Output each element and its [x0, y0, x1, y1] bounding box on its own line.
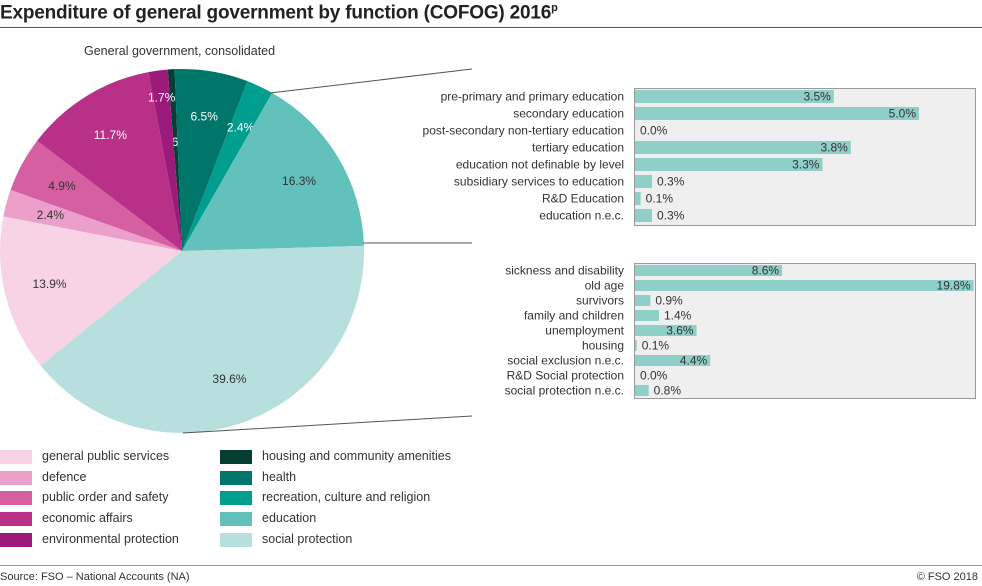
chart-title: Expenditure of general government by fun…: [0, 2, 558, 24]
copyright: © FSO 2018: [916, 571, 978, 583]
bar-category-label: post-secondary non-tertiary education: [423, 124, 624, 138]
legend-swatch: [220, 491, 252, 506]
pie-slice-recreation-culture-and-religion: [182, 81, 273, 251]
bar-category-label: R&D Social protection: [507, 369, 624, 383]
pie-slice-general-public-services: [0, 216, 182, 366]
bar-category-label: old age: [585, 279, 625, 293]
pie-label: 39.6%: [212, 372, 246, 386]
legend-swatch: [220, 470, 252, 485]
source-note: Source: FSO – National Accounts (NA): [0, 571, 190, 583]
legend-label: environmental protection: [42, 531, 179, 546]
pie-slice-defence: [3, 189, 182, 251]
legend-swatch: [0, 470, 32, 485]
pie-label: 16.3%: [282, 174, 316, 188]
bar-value-label: 0.9%: [655, 294, 683, 308]
bar: [635, 158, 823, 171]
bar-value-label: 5.0%: [889, 107, 917, 121]
bar-category-label: unemployment: [545, 324, 624, 338]
title-rule: [0, 27, 982, 28]
bar: [635, 355, 711, 366]
bar: [635, 325, 697, 336]
pie-slice-housing-and-community-amenities: [167, 69, 182, 251]
pie-slice-social-protection: [40, 245, 365, 433]
pie-subtitle: General government, consolidated: [84, 44, 276, 58]
bar-category-label: social exclusion n.e.c.: [507, 354, 624, 368]
legend-swatch: [0, 491, 32, 506]
pie-label: 2.4%: [37, 208, 65, 222]
bar-category-label: sickness and disability: [505, 264, 624, 278]
bar-value-label: 0.0%: [640, 124, 668, 138]
bar-category-label: housing: [582, 339, 624, 353]
bar-value-label: 3.5%: [803, 90, 831, 104]
pie-slice-economic-affairs: [37, 72, 182, 251]
bar-value-label: 19.8%: [937, 279, 971, 293]
bar-value-label: 4.4%: [680, 354, 708, 368]
legend-label: health: [262, 469, 297, 484]
bar: [635, 295, 651, 306]
pie-label: 1.7%: [148, 91, 176, 105]
pie-label: 6.5%: [191, 109, 219, 123]
connector-line: [269, 68, 473, 94]
pie-slice-health: [174, 69, 248, 251]
bar: [635, 385, 649, 396]
bar-value-label: 3.8%: [820, 141, 848, 155]
bar-category-label: R&D Education: [542, 192, 624, 206]
bar-value-label: 0.3%: [657, 175, 685, 189]
bar-category-label: family and children: [524, 309, 624, 323]
bar-category-label: education not definable by level: [456, 158, 624, 172]
bar-category-label: tertiary education: [532, 141, 624, 155]
legend-swatch: [0, 450, 32, 464]
legend-label: recreation, culture and religion: [262, 490, 431, 505]
pie-slice-public-order-and-safety: [10, 140, 183, 251]
bar: [635, 141, 851, 154]
bar: [635, 175, 653, 188]
legend-label: education: [262, 511, 317, 526]
legend-swatch: [220, 512, 252, 527]
bar: [635, 265, 783, 276]
bar-category-label: education n.e.c.: [539, 209, 624, 223]
bar-value-label: 0.0%: [640, 369, 668, 383]
bar-value-label: 3.6%: [666, 324, 694, 338]
bar: [635, 340, 637, 351]
bar: [635, 107, 919, 120]
bar-value-label: 0.3%: [657, 209, 685, 223]
pie-label: 11.7%: [94, 128, 127, 142]
pie-label: 4.9%: [48, 179, 76, 193]
pie-label: 2.4%: [227, 121, 255, 135]
bar-category-label: subsidiary services to education: [454, 175, 624, 189]
legend-label: public order and safety: [42, 490, 169, 505]
legend-label: general public services: [42, 449, 170, 463]
legend-swatch: [220, 532, 252, 547]
bar-value-label: 0.1%: [642, 339, 670, 353]
bar: [635, 280, 974, 291]
legend-label: housing and community amenities: [262, 449, 451, 463]
pie-slice-environmental-protection: [148, 69, 182, 252]
bar-category-label: survivors: [576, 294, 624, 308]
legend-label: social protection: [262, 531, 353, 546]
bar: [635, 209, 653, 222]
bar: [635, 192, 641, 205]
bar-value-label: 3.3%: [792, 158, 820, 172]
connector-line: [182, 415, 473, 434]
bar-category-label: secondary education: [513, 107, 624, 121]
legend-label: economic affairs: [42, 511, 133, 526]
bar: [635, 90, 834, 103]
bar-category-label: social protection n.e.c.: [505, 384, 624, 398]
pie-slice-education: [182, 92, 364, 252]
footer-rule: [0, 565, 982, 566]
bar-value-label: 0.8%: [654, 384, 682, 398]
bar-value-label: 1.4%: [664, 309, 692, 323]
bar: [635, 310, 659, 321]
legend-swatch: [0, 512, 32, 527]
pie-label: 13.9%: [33, 277, 67, 291]
bar-category-label: pre-primary and primary education: [441, 90, 624, 104]
bar-value-label: 0.1%: [646, 192, 674, 206]
legend-swatch: [220, 450, 252, 464]
bar-value-label: 8.6%: [752, 264, 780, 278]
legend-swatch: [0, 532, 32, 547]
legend-label: defence: [42, 469, 87, 484]
